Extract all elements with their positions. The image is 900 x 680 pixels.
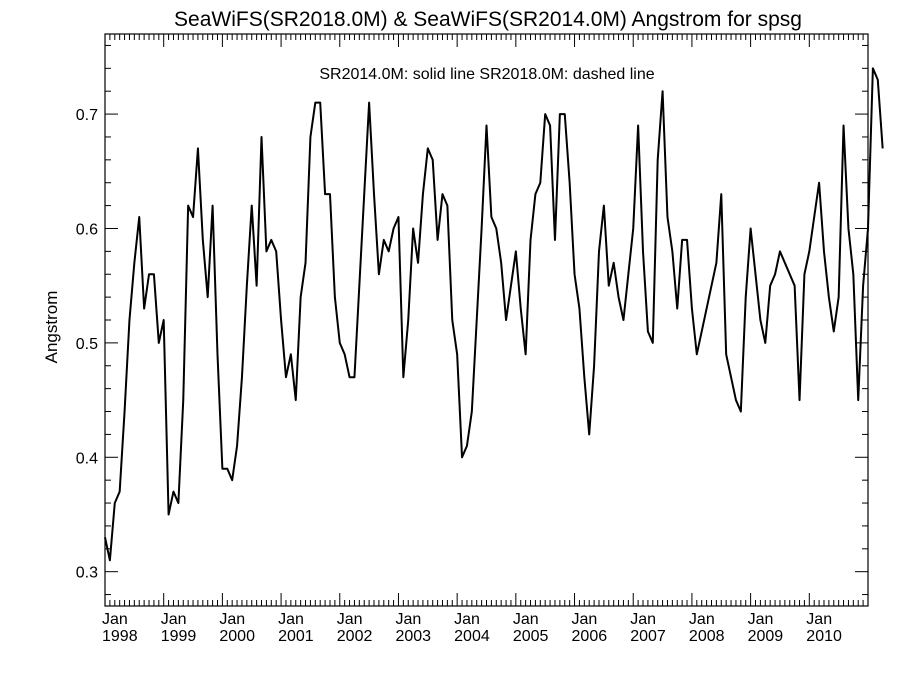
y-tick-label: 0.5 <box>76 336 98 353</box>
y-tick-label: 0.4 <box>76 450 98 467</box>
y-tick-label: 0.6 <box>76 221 98 238</box>
x-tick-label-year: 2008 <box>689 628 725 645</box>
chart-title: SeaWiFS(SR2018.0M) & SeaWiFS(SR2014.0M) … <box>174 8 802 31</box>
x-tick-label-month: Jan <box>806 611 832 628</box>
ticks-layer <box>104 34 869 606</box>
x-tick-label-month: Jan <box>102 611 128 628</box>
chart-annotation: SR2014.0M: solid line SR2018.0M: dashed … <box>319 66 654 83</box>
x-tick-label-month: Jan <box>513 611 539 628</box>
y-tick-label: 0.3 <box>76 565 98 582</box>
x-tick-label-month: Jan <box>161 611 187 628</box>
series-layer <box>104 67 884 562</box>
x-tick-label-year: 2010 <box>806 628 842 645</box>
x-tick-label-year: 1999 <box>161 628 197 645</box>
series-line-sr2014-0m <box>104 67 884 562</box>
x-tick-label-year: 2004 <box>454 628 490 645</box>
x-tick-label-month: Jan <box>630 611 656 628</box>
x-tick-label-year: 2005 <box>513 628 549 645</box>
x-tick-label-month: Jan <box>278 611 304 628</box>
x-tick-label-month: Jan <box>689 611 715 628</box>
x-tick-label-month: Jan <box>337 611 363 628</box>
y-tick-label: 0.7 <box>76 107 98 124</box>
x-tick-label-month: Jan <box>395 611 421 628</box>
x-tick-label-year: 1998 <box>102 628 138 645</box>
tick-labels-layer: 0.30.40.50.60.7Jan1998Jan1999Jan2000Jan2… <box>76 107 842 645</box>
x-tick-label-month: Jan <box>748 611 774 628</box>
x-tick-label-year: 2006 <box>572 628 608 645</box>
x-tick-label-year: 2007 <box>630 628 666 645</box>
x-tick-label-year: 2001 <box>278 628 314 645</box>
x-tick-label-year: 2003 <box>395 628 431 645</box>
x-tick-label-year: 2009 <box>748 628 784 645</box>
x-tick-label-month: Jan <box>572 611 598 628</box>
plot-frame <box>104 33 869 607</box>
x-tick-label-month: Jan <box>219 611 245 628</box>
y-axis-label: Angstrom <box>42 291 61 364</box>
x-tick-label-month: Jan <box>454 611 480 628</box>
x-tick-label-year: 2000 <box>219 628 255 645</box>
x-tick-label-year: 2002 <box>337 628 373 645</box>
